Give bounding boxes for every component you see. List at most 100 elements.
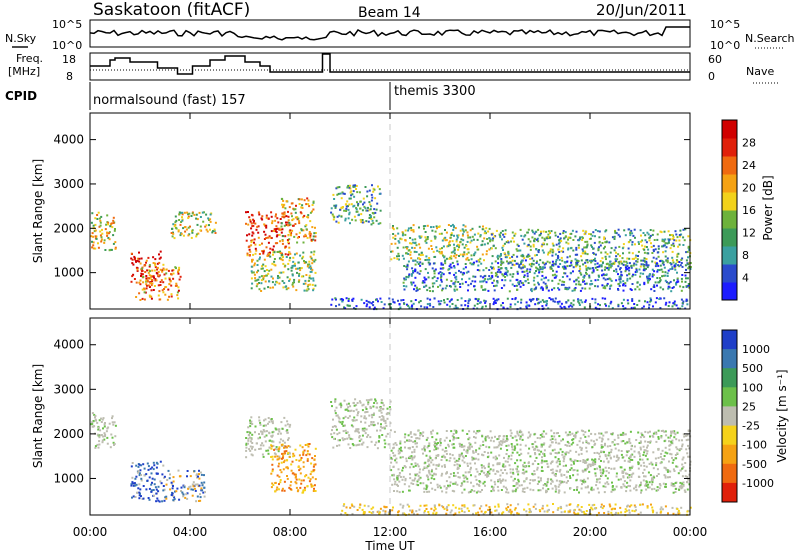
velocity-cell-6-385: [514, 435, 517, 438]
velocity-cell-4-156: [298, 459, 301, 462]
velocity-cell-1-36: [138, 497, 141, 500]
velocity-cell-5-197: [334, 425, 337, 428]
velocity-cell-6-837: [596, 487, 599, 490]
power-cbar-swatch-9: [722, 120, 737, 139]
power-cell-7-132: [350, 194, 353, 197]
velocity-cell-3-46: [276, 448, 279, 451]
power-cell-10-382: [671, 287, 674, 289]
power-cell-6-96: [260, 282, 263, 285]
power-cell-10-388: [526, 272, 529, 275]
velocity-cell-6-1166: [584, 459, 587, 462]
power-cell-8-55: [481, 240, 484, 243]
velocity-cell-6-6: [565, 481, 568, 484]
power-cell-10-224: [433, 272, 436, 275]
power-cell-9-551: [689, 262, 692, 264]
velocity-cell-4-85: [270, 456, 273, 458]
velocity-cell-6-1247: [501, 465, 504, 468]
velocity-cell-5-196: [335, 414, 338, 417]
velocity-cell-4-149: [278, 447, 281, 450]
power-cell-10-205: [601, 284, 604, 287]
velocity-cell-5-168: [371, 416, 374, 419]
velocity-cell-6-428: [397, 468, 400, 471]
power-cell-10-529: [537, 283, 540, 286]
velocity-cell-6-359: [633, 450, 636, 453]
velocity-cell-6-323: [415, 483, 418, 486]
velocity-cell-6-1129: [678, 485, 681, 488]
velocity-cell-6-179: [445, 491, 448, 494]
power-cell-11-78: [578, 304, 581, 306]
power-cell-11-145: [383, 303, 386, 306]
power-cell-2-44: [151, 282, 154, 285]
velocity-cell-6-14: [519, 459, 522, 462]
power-cell-10-652: [618, 275, 621, 278]
power-cell-6-175: [309, 265, 312, 268]
power-cell-6-64: [281, 253, 284, 256]
power-cell-3-57: [170, 232, 173, 234]
power-cell-3-21: [190, 215, 193, 217]
power-cell-8-11: [424, 236, 427, 239]
velocity-cell-1-51: [130, 484, 133, 487]
velocity-cell-3-117: [259, 444, 262, 447]
power-cell-10-217: [407, 276, 410, 279]
velocity-cell-5-51: [340, 404, 343, 407]
power-cell-6-143: [291, 265, 294, 267]
power-cell-6-159: [269, 255, 272, 258]
velocity-cell-6-967: [486, 471, 489, 473]
power-cell-5-71: [312, 238, 315, 241]
velocity-cell-6-1133: [475, 432, 478, 435]
velocity-cell-4-16: [278, 488, 280, 491]
velocity-cell-6-538: [523, 461, 526, 464]
power-cell-9-372: [678, 234, 681, 236]
power-cell-4-113: [278, 233, 281, 236]
velocity-cell-6-31: [628, 438, 631, 441]
power-cell-9-364: [594, 266, 597, 269]
power-cell-2-61: [171, 269, 174, 272]
power-cell-11-104: [514, 303, 517, 306]
velocity-cell-6-59: [519, 435, 522, 438]
velocity-cell-6-427: [522, 468, 525, 471]
velocity-cell-5-153: [376, 402, 379, 405]
velocity-cell-4-154: [295, 473, 297, 476]
power-cell-10-482: [654, 281, 657, 284]
velocity-cell-5-84: [344, 415, 347, 418]
velocity-cell-3-102: [277, 450, 280, 453]
power-cell-9-571: [535, 248, 538, 251]
power-cell-3-9: [182, 227, 185, 230]
velocity-cell-6-231: [504, 469, 507, 471]
velocity-cell-6-647: [574, 435, 577, 437]
velocity-cell-1-8: [155, 466, 158, 469]
power-cell-8-67: [489, 239, 492, 242]
power-cbar-tick-2: 12: [742, 227, 756, 240]
power-cell-7-129: [348, 203, 351, 206]
power-cell-9-333: [522, 255, 525, 258]
velocity-cell-6-1060: [479, 490, 482, 493]
velocity-cell-6-498: [398, 474, 401, 477]
power-cell-10-158: [502, 274, 505, 277]
power-cell-11-203: [636, 304, 639, 306]
velocity-cell-3-65: [261, 453, 264, 456]
velocity-cell-6-1126: [536, 449, 539, 452]
velocity-cell-2-47: [204, 491, 206, 494]
velocity-cell-6-291: [500, 469, 503, 472]
power-cell-9-536: [684, 228, 687, 231]
power-cell-9-436: [684, 264, 687, 267]
velocity-cell-6-1155: [623, 485, 626, 488]
power-cell-9-22: [541, 243, 544, 246]
power-cell-8-188: [478, 225, 481, 228]
velocity-cell-6-912: [626, 472, 629, 475]
power-cell-9-267: [584, 261, 587, 264]
power-cell-11-147: [403, 302, 406, 305]
velocity-cell-6-487: [551, 441, 554, 444]
power-cell-0-44: [94, 247, 97, 250]
power-cell-2-101: [144, 271, 147, 273]
velocity-cell-6-1138: [467, 446, 470, 449]
power-cell-4-28: [281, 242, 284, 245]
power-cell-9-241: [571, 229, 574, 232]
power-cell-10-358: [436, 277, 439, 280]
power-cell-2-112: [170, 284, 173, 287]
power-cell-2-49: [167, 269, 170, 272]
power-cell-10-55: [403, 265, 406, 267]
power-cell-11-276: [545, 300, 548, 303]
power-cell-10-127: [676, 278, 679, 281]
power-cell-10-335: [454, 271, 457, 274]
